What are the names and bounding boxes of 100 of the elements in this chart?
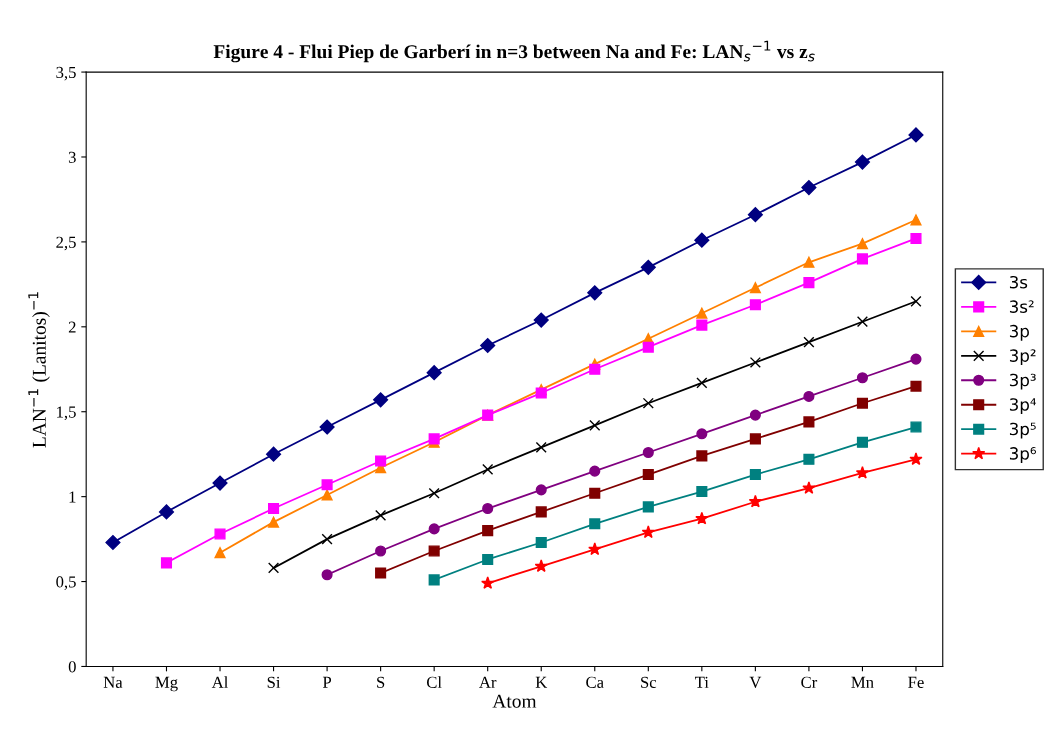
point xyxy=(910,380,922,392)
point xyxy=(375,545,387,557)
point xyxy=(855,465,870,479)
chart-title: Figure 4 - Flui Piep de Garberí in n=3 between Na and Fe: LAN$_{s}$$^{−1}$ vs z$_{s}$ xyxy=(213,40,815,63)
x-tick-label: Si xyxy=(267,676,281,688)
point xyxy=(158,504,175,520)
point xyxy=(909,452,923,466)
point xyxy=(749,409,761,421)
point xyxy=(641,525,655,539)
point xyxy=(749,469,761,481)
point xyxy=(696,377,708,389)
point xyxy=(910,232,922,245)
point xyxy=(696,307,708,319)
y-axis-title: LAN$^{−1}$ (Lanitos)$^{−1}$ xyxy=(28,292,50,448)
point xyxy=(535,484,547,496)
point xyxy=(214,547,226,559)
x-tick-label: S xyxy=(377,676,385,688)
point xyxy=(640,259,656,275)
point xyxy=(642,341,654,353)
point xyxy=(482,463,494,476)
legend-label: 3p⁴ xyxy=(1009,398,1037,415)
point xyxy=(803,336,815,348)
point xyxy=(212,475,228,491)
point xyxy=(534,559,548,573)
point xyxy=(428,523,440,535)
point xyxy=(428,574,440,586)
legend-label: 3p xyxy=(1009,324,1029,341)
point xyxy=(696,485,708,498)
point xyxy=(696,450,708,462)
point xyxy=(749,282,761,294)
legend-label: 3s xyxy=(1009,275,1028,289)
point xyxy=(695,511,709,525)
point xyxy=(535,536,547,549)
x-tick-label: P xyxy=(322,676,332,688)
point xyxy=(854,154,871,170)
point xyxy=(587,285,603,301)
point xyxy=(856,238,869,250)
point xyxy=(856,253,869,265)
point xyxy=(321,569,333,581)
point xyxy=(589,363,601,375)
x-tick-label: Sc xyxy=(641,676,657,688)
point xyxy=(214,528,226,540)
point xyxy=(910,295,922,307)
point xyxy=(265,446,282,462)
point xyxy=(694,232,710,248)
y-tick-label: 1 xyxy=(69,491,76,503)
point xyxy=(267,516,280,528)
point xyxy=(533,312,549,328)
point xyxy=(535,506,547,518)
point xyxy=(321,479,333,491)
point xyxy=(696,428,708,440)
point xyxy=(802,481,816,494)
x-tick-label: Mn xyxy=(851,676,874,688)
point xyxy=(803,390,815,402)
x-tick-label: Na xyxy=(103,676,123,688)
point xyxy=(642,446,654,459)
point xyxy=(749,356,761,369)
point xyxy=(856,316,869,328)
point xyxy=(482,553,494,566)
point xyxy=(426,365,442,381)
point xyxy=(803,453,815,465)
point xyxy=(749,433,761,445)
point xyxy=(321,533,333,545)
point xyxy=(267,562,280,574)
point xyxy=(480,337,496,354)
point xyxy=(910,353,922,365)
point xyxy=(589,465,601,477)
point xyxy=(803,256,815,268)
point xyxy=(856,436,869,448)
x-tick-label: Ar xyxy=(479,676,497,688)
x-tick-label: Fe xyxy=(908,676,924,688)
point xyxy=(748,494,763,508)
point xyxy=(856,372,869,384)
point xyxy=(642,469,654,481)
point xyxy=(856,397,869,409)
point xyxy=(642,397,654,409)
legend-label: 3p² xyxy=(1009,349,1036,366)
x-tick-label: Ti xyxy=(695,676,709,688)
point xyxy=(696,319,708,331)
x-tick-label: Cl xyxy=(426,676,442,688)
point xyxy=(321,489,333,501)
x-tick-label: Mg xyxy=(155,676,178,692)
point xyxy=(642,501,654,513)
point xyxy=(481,576,495,590)
point xyxy=(749,299,761,311)
point xyxy=(589,419,601,431)
point xyxy=(589,487,601,499)
point xyxy=(535,441,547,453)
point xyxy=(588,542,602,556)
point xyxy=(482,525,494,537)
point xyxy=(428,487,440,499)
y-tick-label: 0,5 xyxy=(56,576,76,590)
point xyxy=(160,557,173,569)
point xyxy=(482,502,494,515)
x-tick-label: Al xyxy=(211,676,229,688)
y-tick-label: 0 xyxy=(68,661,76,673)
y-tick-label: 2 xyxy=(68,321,76,333)
point xyxy=(105,534,121,551)
x-tick-label: V xyxy=(749,676,762,689)
point xyxy=(908,127,924,143)
